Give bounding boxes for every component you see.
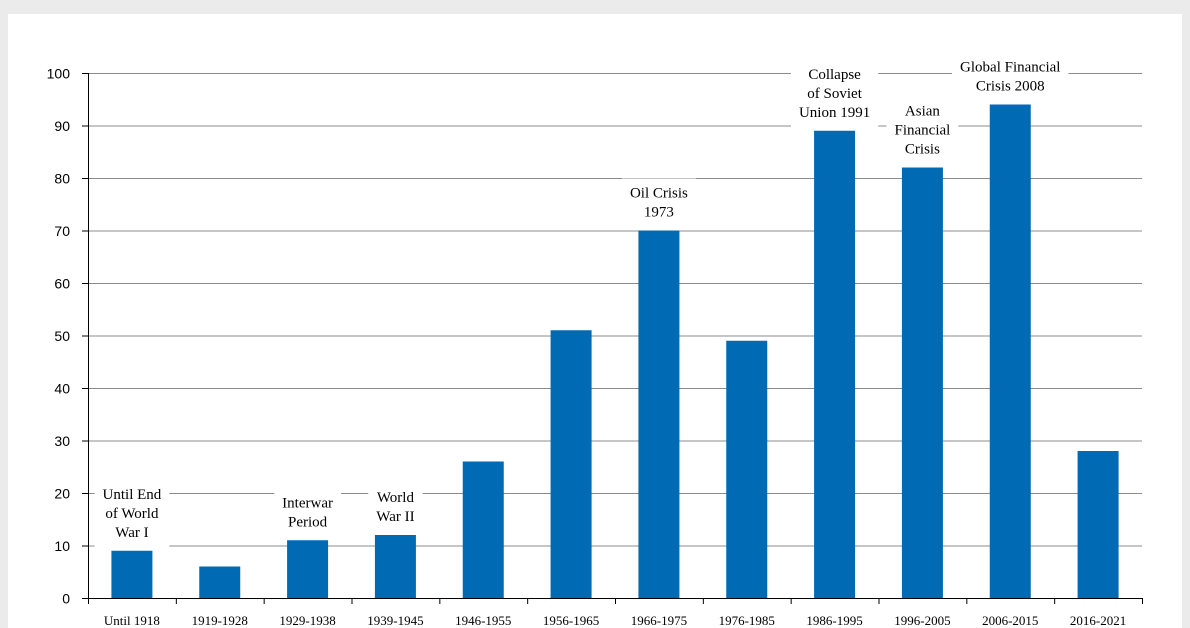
bar-chart: 0 10 20 30 40 50 60 70 80 90 100 Until 1918 1919-19… [47,52,1143,628]
annotation-line: Financial [895,123,951,139]
x-tick-label: 1966-1975 [631,613,687,628]
x-tick-label: 1919-1928 [192,613,248,628]
annotation-line: 1973 [644,205,674,221]
annotation-line: Collapse [808,67,861,83]
annotation-2006-2015: Global Financial Crisis 2008 [952,52,1069,101]
annotation-line: War I [115,525,148,541]
bar-1996-2005 [901,167,943,598]
bar-1919-1928 [199,566,241,598]
x-tick-label: 1946-1955 [455,613,511,628]
annotation-line: Global Financial [960,60,1060,76]
annotation-1996-2005: Asian Financial Crisis [886,96,959,164]
annotation-line: Until End [103,487,162,503]
gridlines [88,73,1142,547]
annotation-line: Crisis 2008 [976,79,1045,95]
annotation-line: Period [288,514,328,530]
bar-1966-1975 [638,230,680,598]
annotation-box [952,52,1069,101]
y-tick-labels: 0 10 20 30 40 50 60 70 80 90 100 [47,66,71,607]
annotation-1966-1975: Oil Crisis 1973 [621,178,696,227]
axes [82,73,1143,604]
x-tick-label: 1939-1945 [367,613,423,628]
annotation-line: Crisis [905,142,940,158]
y-tick-label: 60 [54,276,70,292]
bar-1976-1985 [726,340,768,598]
bar-1986-1995 [814,130,856,598]
annotation-1986-1995: Collapse of Soviet Union 1991 [790,59,879,127]
annotation-box [368,483,423,531]
annotation-box [274,488,341,537]
annotation-line: Interwar [282,495,333,511]
annotation-line: of Soviet [807,86,862,102]
y-tick-label: 30 [54,433,70,449]
annotation-until-1918: Until End of World War I [94,479,170,547]
annotations: Until End of World War I Interwar Period Worl… [94,52,1069,547]
annotation-1939-1945: World War II [368,483,423,531]
annotation-box [621,178,696,227]
x-tick-label: 1986-1995 [806,613,862,628]
x-tick-label: 1996-2005 [894,613,950,628]
x-tick-label: 1956-1965 [543,613,599,628]
y-tick-label: 70 [54,223,70,239]
y-tick-label: 10 [54,538,70,554]
bar-1939-1945 [374,535,416,598]
y-tick-label: 20 [54,486,70,502]
y-tick-label: 100 [47,66,71,82]
x-tick-label: 2006-2015 [982,613,1038,628]
bar-2006-2015 [989,104,1031,598]
y-tick-label: 50 [54,328,70,344]
y-tick-label: 80 [54,171,70,187]
x-tick-label: 1929-1938 [279,613,335,628]
y-tick-label: 90 [54,118,70,134]
annotation-line: Oil Crisis [630,186,688,202]
bar-until-1918 [111,550,153,598]
annotation-line: Union 1991 [799,105,870,121]
bars [111,104,1119,598]
annotation-line: of World [105,506,159,522]
annotation-box [886,96,959,164]
bar-1929-1938 [287,540,329,598]
annotation-line: War II [376,509,414,525]
bar-2016-2021 [1077,451,1119,598]
y-tick-label: 0 [62,591,70,607]
x-tick-label: Until 1918 [104,613,160,628]
annotation-box [94,479,170,547]
annotation-1929-1938: Interwar Period [274,488,341,537]
bar-1946-1955 [462,461,504,598]
annotation-line: World [377,490,415,506]
x-tick-label: 1976-1985 [719,613,775,628]
y-tick-label: 40 [54,381,70,397]
x-tick-label: 2016-2021 [1070,613,1126,628]
x-tick-labels: Until 1918 1919-1928 1929-1938 1939-1945 194… [104,613,1126,628]
annotation-box [790,59,879,127]
annotation-line: Asian [905,104,940,120]
chart-container: 0 10 20 30 40 50 60 70 80 90 100 Until 1918 1919-19… [8,14,1182,628]
bar-1956-1965 [550,330,592,598]
